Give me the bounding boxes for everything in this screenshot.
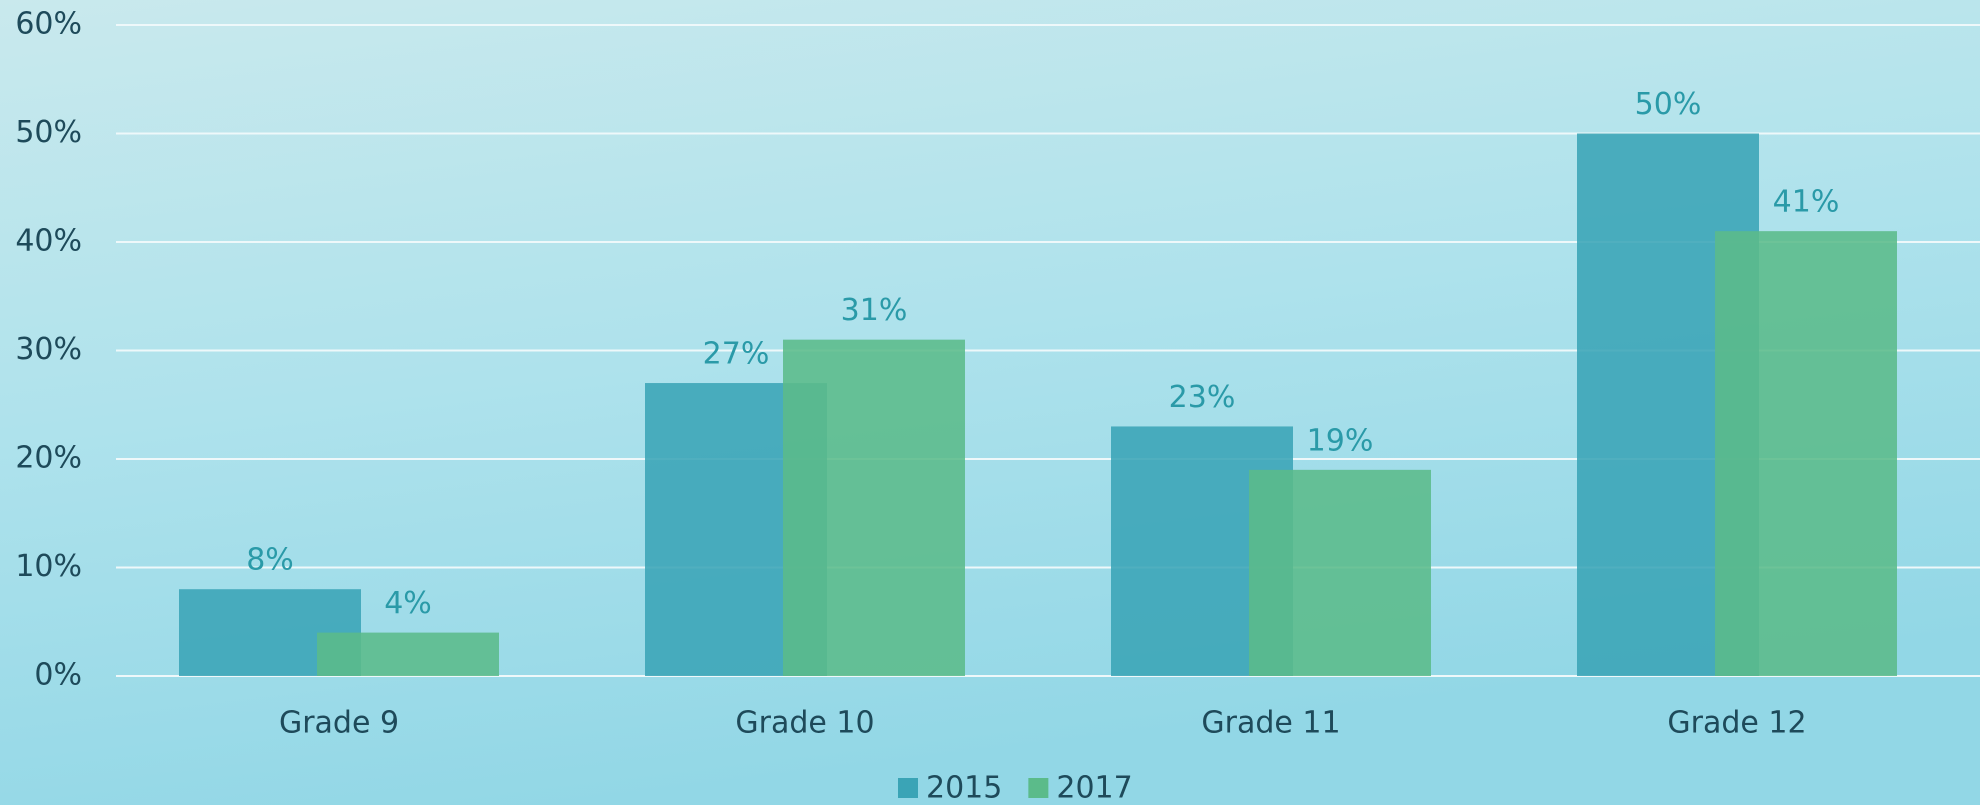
bar	[783, 339, 965, 676]
value-label: 8%	[246, 543, 294, 578]
bar	[317, 632, 499, 676]
y-tick-label: 30%	[15, 332, 82, 367]
y-tick-label: 50%	[15, 115, 82, 150]
value-label: 41%	[1773, 185, 1840, 220]
legend-swatch	[898, 778, 918, 798]
value-label: 31%	[841, 293, 908, 328]
value-label: 27%	[703, 337, 770, 372]
y-tick-label: 20%	[15, 441, 82, 476]
x-tick-label: Grade 9	[279, 706, 399, 741]
legend-label: 2017	[1056, 771, 1132, 805]
value-label: 19%	[1307, 423, 1374, 458]
value-label: 4%	[384, 586, 432, 621]
value-label: 50%	[1635, 87, 1702, 122]
y-tick-label: 40%	[15, 224, 82, 259]
y-tick-label: 0%	[34, 658, 82, 693]
x-tick-label: Grade 10	[735, 706, 874, 741]
legend-label: 2015	[926, 771, 1002, 805]
y-tick-label: 10%	[15, 549, 82, 584]
y-tick-label: 60%	[15, 7, 82, 42]
bar	[1249, 469, 1431, 676]
legend-swatch	[1028, 778, 1049, 798]
x-tick-label: Grade 12	[1667, 706, 1806, 741]
bar	[1715, 231, 1897, 676]
value-label: 23%	[1169, 380, 1236, 415]
x-tick-label: Grade 11	[1201, 706, 1340, 741]
